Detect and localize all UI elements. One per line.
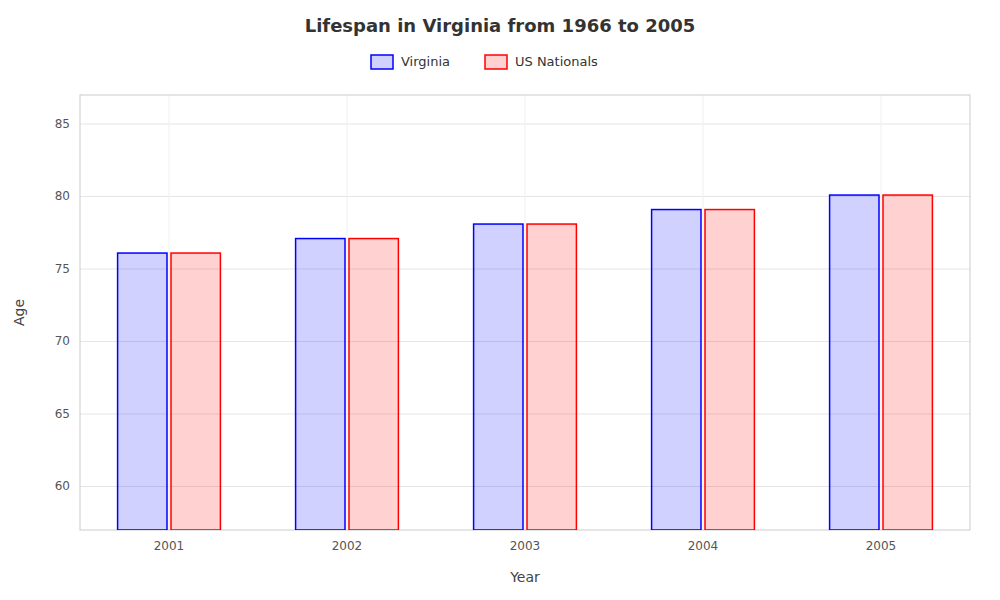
bar: [527, 224, 576, 530]
chart-container: 60 65 70 75 80 85 2001 2002 2003 2004 2005 Year Age L…: [0, 0, 1000, 600]
bars: [118, 195, 933, 530]
legend: Virginia US Nationals: [371, 54, 598, 70]
y-tick-label: 85: [55, 117, 70, 131]
x-tick-label: 2004: [688, 539, 719, 553]
x-grid-line: [881, 95, 882, 530]
y-tick-label: 70: [55, 334, 70, 348]
bar: [883, 195, 932, 530]
y-axis-label: Age: [11, 299, 27, 326]
chart: 60 65 70 75 80 85 2001 2002 2003 2004 2005 Year Age L…: [0, 0, 1000, 600]
x-grid-line: [347, 95, 348, 530]
bar: [296, 239, 345, 530]
bar: [830, 195, 879, 530]
grid: [80, 95, 970, 530]
y-tick-label: 65: [55, 407, 70, 421]
y-tick-label: 80: [55, 189, 70, 203]
legend-label: Virginia: [401, 54, 450, 69]
bar: [652, 210, 701, 530]
bar: [349, 239, 398, 530]
bar: [118, 253, 167, 530]
plot-frame: [80, 95, 970, 530]
x-grid-line: [169, 95, 170, 530]
legend-swatch: [371, 55, 393, 69]
bar: [474, 224, 523, 530]
bar: [705, 210, 754, 530]
x-tick-label: 2002: [332, 539, 363, 553]
x-tick-label: 2005: [866, 539, 897, 553]
title: Lifespan in Virginia from 1966 to 2005: [305, 15, 696, 36]
y-tick-label: 75: [55, 262, 70, 276]
bar: [171, 253, 220, 530]
x-tick-label: 2003: [510, 539, 541, 553]
legend-swatch: [485, 55, 507, 69]
axes: 60 65 70 75 80 85 2001 2002 2003 2004 2005: [55, 117, 897, 554]
y-tick-label: 60: [55, 479, 70, 493]
x-grid-line: [525, 95, 526, 530]
x-grid-line: [703, 95, 704, 530]
x-axis-label: Year: [509, 569, 540, 585]
legend-label: US Nationals: [515, 54, 598, 69]
x-tick-label: 2001: [154, 539, 185, 553]
